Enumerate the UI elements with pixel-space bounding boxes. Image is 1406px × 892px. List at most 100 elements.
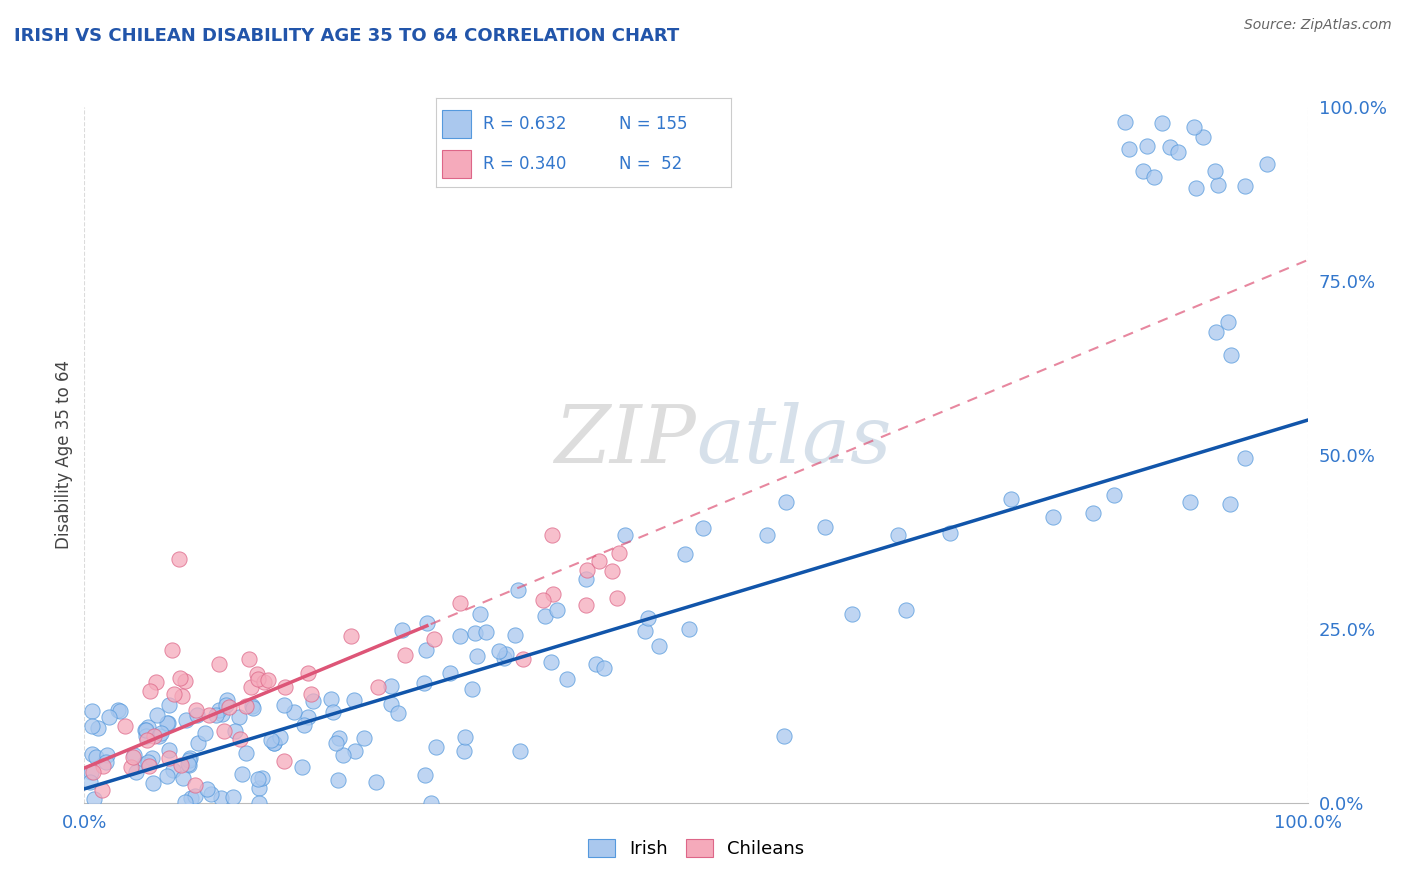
Point (678, 623, 700, 637)
Point (208, 657, 231, 671)
Point (1182, 120, 1205, 134)
Point (148, 729, 170, 743)
Point (235, 746, 257, 760)
Point (238, 651, 260, 665)
Point (453, 744, 475, 758)
Point (247, 796, 270, 810)
Point (212, 724, 235, 739)
Point (1185, 181, 1208, 195)
Point (841, 607, 863, 621)
Point (939, 525, 962, 540)
Point (218, 700, 240, 714)
Point (159, 743, 181, 757)
Point (186, 707, 208, 722)
Point (240, 681, 263, 695)
Point (585, 657, 607, 672)
Point (231, 767, 253, 781)
Point (648, 639, 671, 653)
Point (246, 772, 269, 787)
Point (91, 759, 114, 773)
Point (297, 665, 319, 680)
Point (91, 783, 114, 797)
Point (167, 552, 190, 566)
Text: atlas: atlas (696, 402, 891, 480)
Point (772, 729, 794, 743)
Point (387, 706, 409, 720)
Point (423, 632, 446, 646)
Point (145, 708, 167, 723)
Point (125, 765, 148, 780)
Point (107, 703, 129, 717)
Point (96, 755, 118, 769)
Point (814, 520, 837, 534)
Point (588, 553, 610, 567)
Point (439, 665, 461, 680)
Point (415, 643, 437, 657)
Point (1216, 315, 1239, 329)
Point (169, 671, 191, 685)
Point (198, 708, 221, 723)
Point (509, 744, 531, 758)
Point (240, 698, 263, 713)
Point (180, 791, 202, 805)
Point (634, 624, 657, 639)
Point (394, 648, 416, 662)
Bar (441, 150, 471, 178)
Point (325, 736, 347, 750)
Point (468, 607, 491, 621)
Point (541, 528, 564, 542)
Point (475, 625, 498, 640)
Point (141, 751, 163, 765)
Point (162, 642, 184, 657)
Point (269, 730, 291, 744)
Point (1000, 491, 1022, 506)
Text: IRISH VS CHILEAN DISABILITY AGE 35 TO 64 CORRELATION CHART: IRISH VS CHILEAN DISABILITY AGE 35 TO 64… (14, 27, 679, 45)
Point (461, 682, 484, 697)
Point (170, 757, 193, 772)
Point (195, 782, 218, 797)
Point (1159, 140, 1181, 154)
Point (247, 781, 270, 796)
Point (80, 747, 103, 761)
Point (156, 716, 179, 731)
Point (755, 528, 778, 542)
Point (512, 652, 534, 666)
Point (380, 679, 402, 693)
Point (464, 626, 486, 640)
Point (136, 720, 159, 734)
Point (222, 790, 245, 805)
Point (163, 687, 186, 701)
Point (555, 672, 578, 686)
Point (157, 750, 180, 764)
Point (174, 673, 197, 688)
Point (344, 744, 367, 758)
Text: N =  52: N = 52 (619, 155, 682, 173)
Point (86, 750, 108, 764)
Point (531, 593, 554, 607)
Point (416, 615, 439, 630)
Point (205, 708, 228, 723)
Point (425, 740, 447, 755)
Point (319, 692, 342, 706)
Point (299, 687, 322, 701)
Point (136, 733, 159, 747)
Point (1083, 506, 1105, 520)
Point (120, 759, 142, 773)
Point (139, 684, 162, 698)
Point (593, 661, 616, 675)
Y-axis label: Disability Age 35 to 64: Disability Age 35 to 64 (55, 360, 73, 549)
Point (87, 721, 110, 735)
Point (253, 675, 276, 690)
Point (283, 705, 305, 719)
Point (1233, 450, 1256, 465)
Point (546, 603, 568, 617)
Point (415, 768, 437, 782)
Point (453, 730, 475, 744)
Point (503, 628, 526, 642)
Point (209, 791, 232, 805)
Text: ZIP: ZIP (554, 402, 696, 480)
Point (80, 705, 103, 719)
Point (465, 648, 488, 663)
Point (228, 710, 250, 724)
Text: R = 0.632: R = 0.632 (484, 115, 567, 133)
